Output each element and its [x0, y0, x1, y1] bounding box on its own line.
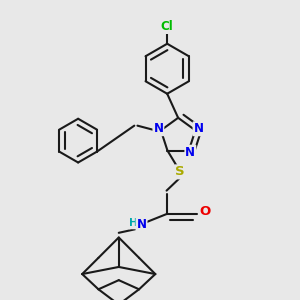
Text: Cl: Cl: [161, 20, 174, 33]
Text: S: S: [176, 165, 185, 178]
Text: N: N: [136, 218, 147, 232]
Text: O: O: [199, 205, 210, 218]
Text: N: N: [153, 122, 164, 135]
Text: H: H: [129, 218, 138, 228]
Text: N: N: [194, 122, 203, 135]
Text: N: N: [185, 146, 195, 159]
